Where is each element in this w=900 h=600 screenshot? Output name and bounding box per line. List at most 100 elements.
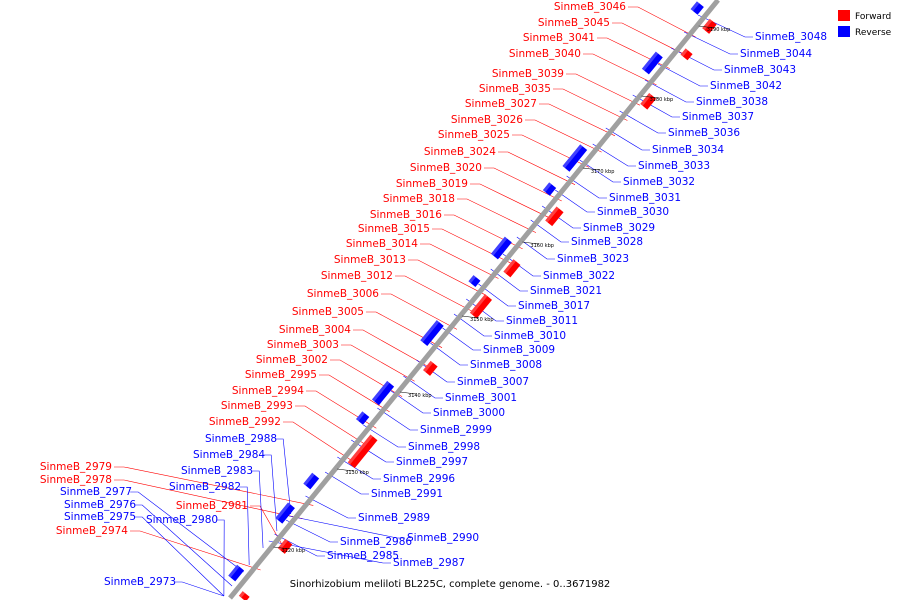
reverse-gene-label: SinmeB_3001 [445, 392, 517, 404]
forward-connector [341, 344, 415, 382]
legend-reverse-label: Reverse [855, 28, 892, 38]
reverse-connector [174, 581, 224, 597]
forward-gene-label: SinmeB_3013 [334, 254, 406, 266]
reverse-gene-label: SinmeB_2991 [371, 488, 443, 500]
reverse-connector [274, 533, 325, 557]
forward-connector [250, 505, 282, 545]
tick-mark [522, 241, 539, 245]
forward-connector [319, 374, 390, 413]
reverse-connector [268, 540, 391, 564]
forward-connector [283, 421, 351, 461]
forward-connector [366, 311, 443, 348]
forward-connector [457, 198, 537, 233]
forward-connector [114, 479, 303, 519]
reverse-gene-label: SinmeB_2983 [181, 465, 253, 477]
forward-gene [469, 294, 493, 319]
forward-gene [503, 259, 521, 278]
forward-connector [432, 228, 512, 264]
forward-connector [583, 53, 657, 86]
reverse-gene-label: SinmeB_3009 [483, 344, 555, 356]
forward-gene-label: SinmeB_2981 [176, 500, 248, 512]
forward-gene [545, 206, 564, 227]
genome-axis-line [228, 0, 720, 600]
forward-gene-label: SinmeB_3019 [396, 178, 468, 190]
reverse-gene-label: SinmeB_3029 [583, 222, 655, 234]
reverse-gene-label: SinmeB_3011 [506, 315, 578, 327]
reverse-connector [430, 342, 468, 366]
forward-gene-label: SinmeB_3035 [479, 83, 551, 95]
reverse-gene-label: SinmeB_3017 [518, 300, 590, 312]
forward-gene-label: SinmeB_3004 [279, 324, 351, 336]
reverse-connector [657, 63, 708, 87]
forward-connector [353, 329, 428, 367]
forward-connector [295, 405, 364, 444]
forward-connector [130, 530, 261, 571]
forward-connector [381, 293, 458, 330]
tick-label: 3180 kbp [650, 97, 674, 103]
reverse-connector [592, 143, 636, 167]
reverse-gene-label: SinmeB_2980 [146, 514, 218, 526]
forward-gene-label: SinmeB_3045 [538, 17, 610, 29]
forward-gene-label: SinmeB_3003 [267, 339, 339, 351]
forward-gene-label: SinmeB_2994 [232, 385, 304, 397]
reverse-gene-label: SinmeB_3030 [597, 206, 669, 218]
reverse-connector [134, 504, 233, 587]
reverse-connector [134, 516, 225, 597]
reverse-connector [337, 456, 381, 480]
reverse-gene-label: SinmeB_2989 [358, 512, 430, 524]
reverse-gene [690, 1, 704, 15]
forward-gene-label: SinmeB_3015 [358, 223, 430, 235]
forward-connector [395, 275, 473, 312]
reverse-gene-label: SinmeB_2982 [169, 481, 241, 493]
connectors [114, 6, 753, 597]
reverse-gene-label: SinmeB_3043 [724, 64, 796, 76]
forward-gene-label: SinmeB_3040 [509, 48, 581, 60]
reverse-gene [356, 411, 370, 425]
forward-gene-label: SinmeB_3046 [554, 1, 626, 13]
tick-label: 3120 kbp [282, 548, 306, 554]
reverse-gene-label: SinmeB_3036 [668, 127, 740, 139]
forward-gene-label: SinmeB_3039 [492, 68, 564, 80]
reverse-gene-label: SinmeB_3010 [494, 330, 566, 342]
forward-gene-label: SinmeB_3006 [307, 288, 379, 300]
reverse-gene-label: SinmeB_2997 [396, 456, 468, 468]
reverse-gene [562, 144, 588, 172]
reverse-connector [263, 454, 278, 532]
forward-connector [525, 119, 602, 153]
tick-label: 3160 kbp [530, 243, 554, 249]
forward-gene [238, 591, 250, 600]
forward-connector [306, 390, 377, 429]
forward-gene-label: SinmeB_2992 [209, 416, 281, 428]
reverse-connector [363, 424, 406, 448]
reverse-gene-label: SinmeB_2998 [408, 441, 480, 453]
reverse-connector [478, 283, 516, 307]
reverse-gene-label: SinmeB_3007 [457, 376, 529, 388]
reverse-gene-label: SinmeB_2977 [60, 486, 132, 498]
forward-gene [702, 18, 717, 34]
forward-connector [484, 167, 562, 202]
forward-connector [498, 151, 576, 185]
tick-label: 3150 kbp [470, 317, 494, 323]
reverse-connector [442, 327, 481, 351]
reverse-gene-label: SinmeB_3023 [557, 253, 629, 265]
forward-gene-label: SinmeB_2974 [56, 525, 128, 537]
forward-connector [566, 73, 641, 106]
tick-label: 3130 kbp [345, 470, 369, 476]
reverse-gene-label: SinmeB_3021 [530, 285, 602, 297]
reverse-gene-label: SinmeB_3048 [755, 31, 827, 43]
reverse-gene [420, 320, 444, 346]
reverse-gene-label: SinmeB_2985 [327, 550, 399, 562]
reverse-gene-label: SinmeB_3022 [543, 270, 615, 282]
reverse-gene-label: SinmeB_3037 [682, 111, 754, 123]
reverse-connector [684, 31, 738, 55]
reverse-gene-label: SinmeB_3044 [740, 48, 812, 60]
reverse-gene [490, 236, 512, 260]
reverse-connector [644, 79, 694, 103]
forward-connector [539, 103, 616, 137]
forward-gene [347, 434, 378, 469]
genome-caption: Sinorhizobium meliloti BL225C, complete … [290, 579, 611, 590]
reverse-connector [566, 175, 607, 199]
genes [228, 1, 717, 600]
reverse-connector [516, 236, 555, 260]
forward-gene [680, 48, 693, 61]
